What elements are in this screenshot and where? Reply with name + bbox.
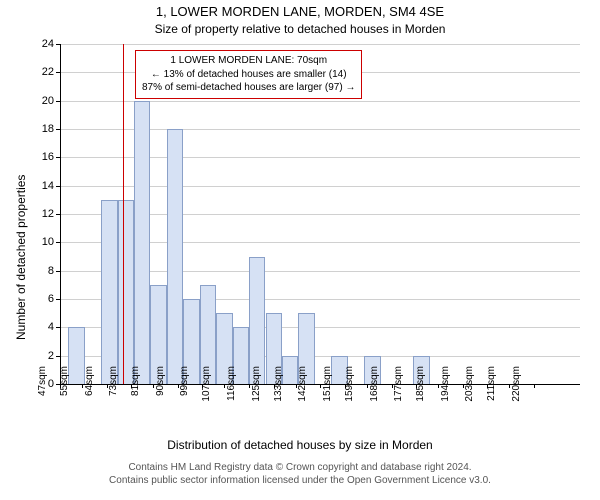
- y-tick-label: 10: [42, 236, 54, 248]
- histogram-bar: [101, 200, 117, 384]
- x-tick-mark: [82, 384, 83, 388]
- histogram-bar: [68, 327, 84, 384]
- x-tick-label: 168sqm: [369, 366, 380, 414]
- x-tick-label: 90sqm: [155, 366, 166, 414]
- x-tick-label: 185sqm: [415, 366, 426, 414]
- x-tick-label: 142sqm: [297, 366, 308, 414]
- y-tick-label: 6: [48, 293, 54, 305]
- x-tick-mark: [534, 384, 535, 388]
- histogram-bar: [282, 356, 298, 384]
- marker-line: [123, 44, 124, 384]
- footnote: Contains HM Land Registry data © Crown c…: [0, 462, 600, 487]
- chart-subtitle: Size of property relative to detached ho…: [0, 22, 600, 36]
- annotation-line: ← 13% of detached houses are smaller (14…: [142, 68, 355, 82]
- x-tick-label: 55sqm: [59, 366, 70, 414]
- x-tick-label: 159sqm: [344, 366, 355, 414]
- grid-line: [60, 44, 580, 45]
- x-tick-label: 73sqm: [108, 366, 119, 414]
- histogram-bar: [134, 101, 150, 384]
- x-tick-mark: [249, 384, 250, 388]
- y-tick-label: 18: [42, 123, 54, 135]
- x-tick-mark: [438, 384, 439, 388]
- x-tick-label: 133sqm: [273, 366, 284, 414]
- y-tick-label: 24: [42, 38, 54, 50]
- x-tick-label: 81sqm: [130, 366, 141, 414]
- annotation-box: 1 LOWER MORDEN LANE: 70sqm← 13% of detac…: [135, 50, 362, 99]
- x-axis-label: Distribution of detached houses by size …: [0, 438, 600, 452]
- y-tick-label: 0: [48, 378, 54, 390]
- histogram-bar: [167, 129, 183, 384]
- x-tick-label: 116sqm: [226, 366, 237, 414]
- annotation-line: 1 LOWER MORDEN LANE: 70sqm: [142, 54, 355, 68]
- y-tick-label: 2: [48, 350, 54, 362]
- x-tick-label: 203sqm: [464, 366, 475, 414]
- annotation-line: 87% of semi-detached houses are larger (…: [142, 81, 355, 95]
- y-tick-label: 22: [42, 66, 54, 78]
- x-tick-label: 64sqm: [84, 366, 95, 414]
- chart-title: 1, LOWER MORDEN LANE, MORDEN, SM4 4SE: [0, 4, 600, 19]
- x-tick-label: 99sqm: [179, 366, 190, 414]
- footnote-line-2: Contains public sector information licen…: [109, 475, 491, 486]
- y-axis-label: Number of detached properties: [14, 175, 28, 340]
- y-tick-label: 12: [42, 208, 54, 220]
- y-tick-label: 4: [48, 321, 54, 333]
- x-tick-label: 220sqm: [511, 366, 522, 414]
- y-axis-line: [60, 44, 61, 384]
- y-tick-label: 14: [42, 180, 54, 192]
- x-tick-label: 177sqm: [393, 366, 404, 414]
- y-tick-label: 8: [48, 265, 54, 277]
- y-tick-label: 20: [42, 95, 54, 107]
- x-tick-label: 151sqm: [322, 366, 333, 414]
- x-tick-label: 125sqm: [251, 366, 262, 414]
- x-tick-label: 47sqm: [37, 366, 48, 414]
- x-tick-mark: [367, 384, 368, 388]
- plot-area: 02468101214161820222447sqm55sqm64sqm73sq…: [60, 44, 580, 384]
- x-tick-mark: [153, 384, 154, 388]
- histogram-bar: [249, 257, 265, 385]
- x-tick-label: 107sqm: [201, 366, 212, 414]
- chart-container: 1, LOWER MORDEN LANE, MORDEN, SM4 4SE Si…: [0, 0, 600, 500]
- y-tick-label: 16: [42, 151, 54, 163]
- x-tick-label: 211sqm: [486, 366, 497, 414]
- histogram-bar: [118, 200, 134, 384]
- x-tick-label: 194sqm: [440, 366, 451, 414]
- footnote-line-1: Contains HM Land Registry data © Crown c…: [128, 462, 471, 473]
